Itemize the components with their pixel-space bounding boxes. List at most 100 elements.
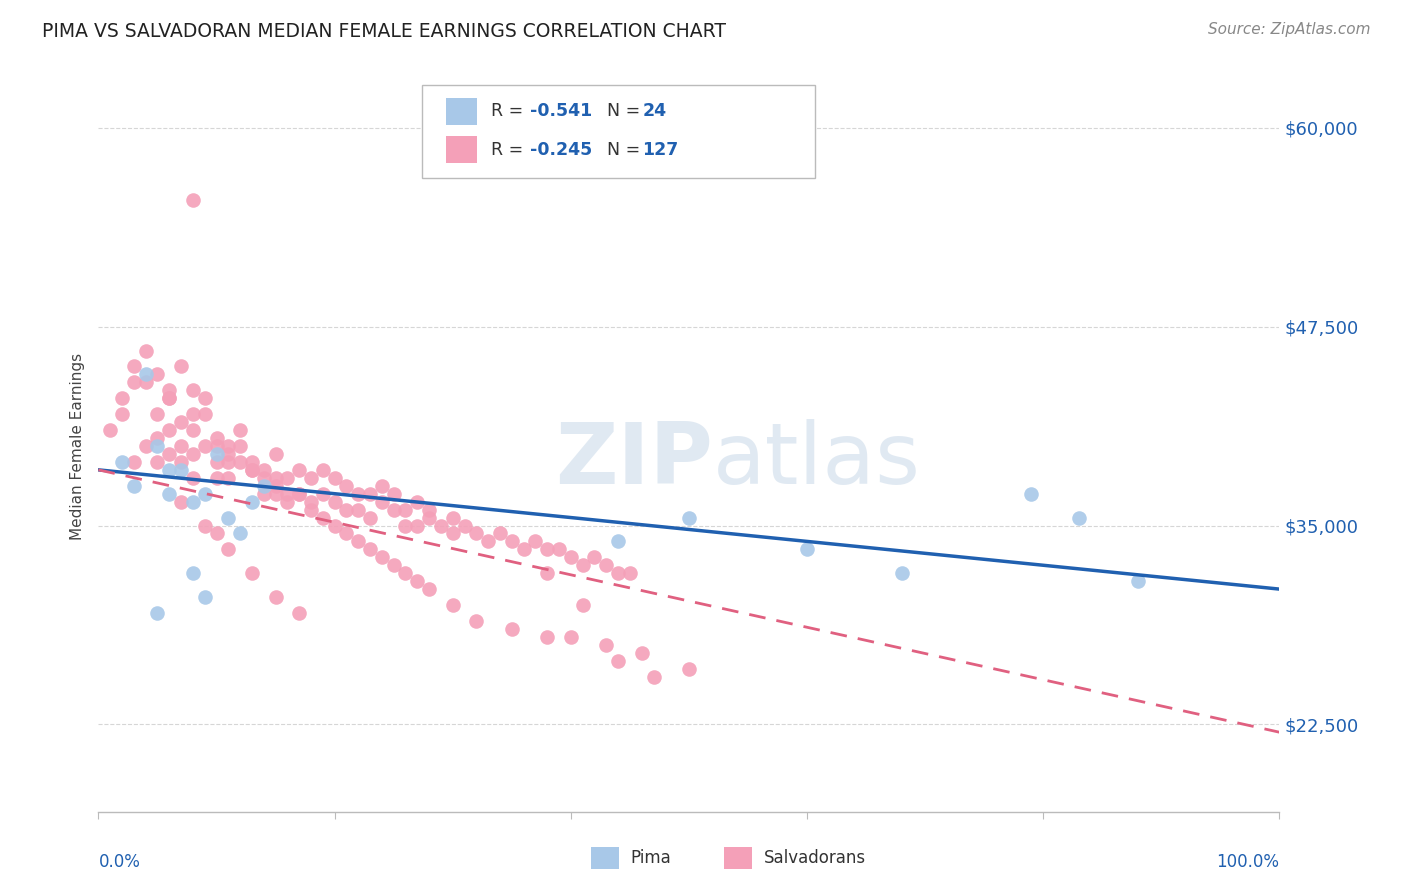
Point — [122, 455, 145, 469]
Point — [890, 566, 912, 581]
Point — [335, 502, 357, 516]
Point — [111, 407, 134, 421]
Point — [607, 654, 630, 668]
Y-axis label: Median Female Earnings: Median Female Earnings — [69, 352, 84, 540]
Point — [560, 550, 582, 565]
Text: PIMA VS SALVADORAN MEDIAN FEMALE EARNINGS CORRELATION CHART: PIMA VS SALVADORAN MEDIAN FEMALE EARNING… — [42, 22, 725, 41]
Point — [217, 471, 239, 485]
Point — [382, 558, 405, 573]
Point — [170, 463, 193, 477]
Text: atlas: atlas — [713, 419, 921, 502]
Point — [406, 574, 429, 589]
Point — [205, 439, 228, 453]
Point — [194, 407, 217, 421]
Point — [595, 638, 617, 652]
Point — [359, 542, 381, 557]
Point — [240, 494, 263, 508]
Point — [453, 518, 475, 533]
Point — [441, 510, 464, 524]
Point — [98, 423, 121, 437]
Point — [264, 447, 287, 461]
Point — [536, 566, 558, 581]
Point — [264, 471, 287, 485]
Point — [560, 630, 582, 644]
Point — [571, 598, 593, 612]
Point — [595, 558, 617, 573]
Point — [146, 455, 169, 469]
Text: N =: N = — [596, 103, 645, 120]
Point — [312, 510, 335, 524]
Point — [157, 447, 180, 461]
Point — [501, 534, 523, 549]
Text: Source: ZipAtlas.com: Source: ZipAtlas.com — [1208, 22, 1371, 37]
Point — [382, 486, 405, 500]
Point — [371, 494, 394, 508]
Point — [571, 558, 593, 573]
Text: 24: 24 — [643, 103, 666, 120]
Point — [229, 526, 252, 541]
Point — [146, 407, 169, 421]
Point — [288, 486, 311, 500]
Point — [548, 542, 571, 557]
Point — [501, 622, 523, 636]
Point — [465, 526, 488, 541]
Point — [157, 384, 180, 398]
Point — [406, 494, 429, 508]
Point — [194, 590, 217, 604]
Point — [359, 486, 381, 500]
Point — [157, 463, 180, 477]
Point — [181, 384, 204, 398]
Point — [205, 447, 228, 461]
Point — [122, 359, 145, 374]
Point — [146, 606, 169, 620]
Point — [135, 439, 157, 453]
Point — [489, 526, 512, 541]
Text: -0.245: -0.245 — [530, 141, 592, 159]
Point — [157, 423, 180, 437]
Point — [229, 455, 252, 469]
Point — [217, 447, 239, 461]
Point — [181, 447, 204, 461]
Point — [678, 510, 700, 524]
Point — [288, 463, 311, 477]
Point — [181, 566, 204, 581]
Point — [253, 486, 276, 500]
Point — [217, 542, 239, 557]
Point — [418, 502, 440, 516]
Point — [229, 423, 252, 437]
Point — [253, 479, 276, 493]
Point — [1067, 510, 1090, 524]
Point — [205, 431, 228, 445]
Point — [157, 486, 180, 500]
Point — [1021, 486, 1043, 500]
Point — [359, 510, 381, 524]
Point — [194, 486, 217, 500]
Text: Salvadorans: Salvadorans — [763, 849, 866, 867]
Point — [465, 614, 488, 628]
Point — [205, 471, 228, 485]
Point — [135, 376, 157, 390]
Text: R =: R = — [491, 103, 529, 120]
Point — [288, 606, 311, 620]
Point — [170, 415, 193, 429]
Point — [194, 392, 217, 406]
Point — [240, 455, 263, 469]
Point — [643, 669, 665, 683]
Point — [229, 439, 252, 453]
Point — [312, 463, 335, 477]
Point — [264, 590, 287, 604]
Point — [347, 502, 370, 516]
Point — [299, 471, 322, 485]
Point — [111, 392, 134, 406]
Point — [371, 479, 394, 493]
Point — [796, 542, 818, 557]
Point — [264, 479, 287, 493]
Point — [135, 368, 157, 382]
Point — [299, 494, 322, 508]
Point — [335, 526, 357, 541]
Point — [394, 502, 416, 516]
Point — [312, 486, 335, 500]
Text: ZIP: ZIP — [555, 419, 713, 502]
Point — [205, 455, 228, 469]
Point — [335, 479, 357, 493]
